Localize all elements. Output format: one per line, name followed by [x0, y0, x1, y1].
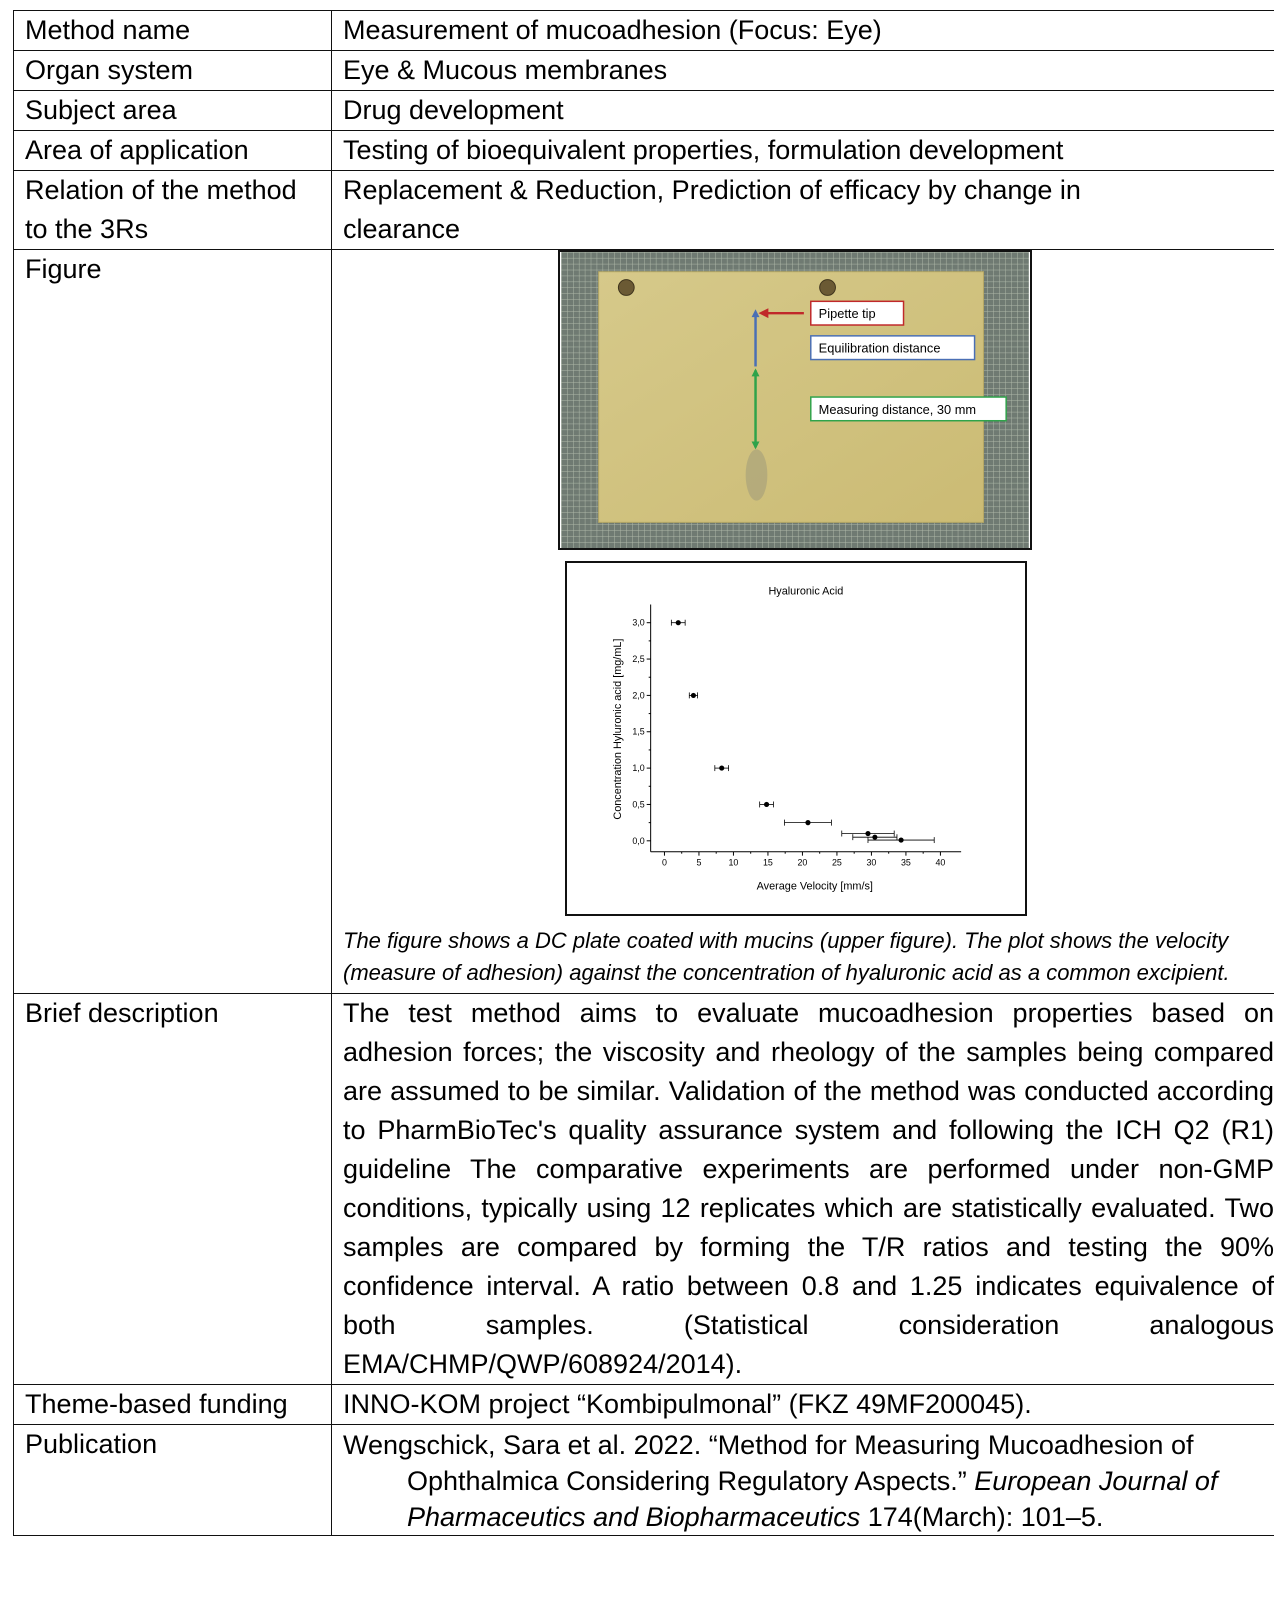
x-tick-label: 40: [935, 858, 945, 868]
data-point: [675, 620, 681, 626]
data-point: [872, 834, 878, 840]
row-label: Publication: [13, 1424, 332, 1536]
y-tick-label: 0,0: [632, 836, 644, 846]
x-tick-label: 30: [866, 858, 876, 868]
row-value: Eye & Mucous membranes: [331, 50, 1274, 91]
method-table: Method name Measurement of mucoadhesion …: [13, 10, 1274, 1536]
row-label: Relation of the method to the 3Rs: [13, 170, 332, 250]
label-pipette-box: [810, 300, 905, 326]
x-tick-label: 0: [662, 858, 667, 868]
plot-axes: 0 5 10 15 20 25 30 35 40 0,0 0,5 1,0 1,5 2,0 2,5 3,0: [632, 604, 962, 868]
x-tick-label: 25: [832, 858, 842, 868]
screw-left: [617, 279, 635, 296]
plot-points: [670, 619, 935, 844]
x-axis-label: Average Velocity [mm/s]: [757, 880, 873, 892]
row-label: Theme-based funding: [13, 1384, 332, 1425]
publication-part2: 174(March): 101–5.: [860, 1502, 1104, 1532]
table-row: Publication Wengschick, Sara et al. 2022…: [13, 1424, 1274, 1536]
row-label: Method name: [13, 10, 332, 51]
data-point: [690, 692, 697, 698]
row-label: Subject area: [13, 90, 332, 131]
y-tick-label: 3,0: [632, 618, 644, 628]
arrow-head-green-top: [751, 368, 760, 377]
row-label: Brief description: [13, 993, 332, 1385]
row-label: Organ system: [13, 50, 332, 91]
row-value: Replacement & Reduction, Prediction of e…: [331, 170, 1274, 250]
x-tick-label: 35: [901, 858, 911, 868]
y-tick-label: 1,0: [632, 763, 644, 773]
hyaluronic-acid-plot: Hyaluronic Acid Average Velocity [mm/s] …: [565, 561, 1027, 916]
table-row: Relation of the method to the 3Rs Replac…: [13, 170, 1274, 250]
publication-journal: European Journal of Pharmaceutics and Bi…: [407, 1466, 1218, 1532]
row-value: Testing of bioequivalent properties, for…: [331, 130, 1274, 171]
data-point: [719, 765, 725, 771]
table-row: Organ system Eye & Mucous membranes: [13, 50, 1274, 91]
data-point: [763, 801, 770, 808]
row-value: Measurement of mucoadhesion (Focus: Eye): [331, 10, 1274, 51]
data-point: [865, 830, 871, 837]
publication-text: Wengschick, Sara et al. 2022. “Method fo…: [343, 1427, 1274, 1535]
row-value: INNO-KOM project “Kombipulmonal” (FKZ 49…: [331, 1384, 1274, 1425]
row-value: The test method aims to evaluate mucoadh…: [331, 993, 1274, 1385]
table-row: Method name Measurement of mucoadhesion …: [13, 10, 1274, 51]
dc-plate-photo: Pipette tip Equilibration distance Measu…: [558, 250, 1032, 550]
data-point: [805, 820, 811, 826]
arrow-head-red: [758, 308, 769, 319]
publication-reference: Wengschick, Sara et al. 2022. “Method fo…: [331, 1424, 1274, 1536]
label-measuring-distance: Measuring distance, 30 mm: [819, 402, 976, 417]
table-row: Subject area Drug development: [13, 90, 1274, 131]
x-tick-label: 20: [798, 858, 808, 868]
y-tick-label: 1,5: [632, 727, 644, 737]
row-label: Figure: [13, 249, 332, 994]
data-point: [898, 837, 904, 843]
screw-right: [819, 279, 836, 296]
arrow-head-blue-top: [751, 309, 760, 318]
sample-trace: [745, 449, 768, 501]
row-label: Area of application: [13, 130, 332, 171]
label-equilibration-box: [810, 335, 976, 361]
arrow-head-green-bottom: [751, 441, 760, 450]
table-row: Theme-based funding INNO-KOM project “Ko…: [13, 1384, 1274, 1425]
row-value: Drug development: [331, 90, 1274, 131]
label-equilibration-distance: Equilibration distance: [819, 341, 941, 356]
x-tick-label: 10: [729, 858, 739, 868]
publication-part1: Wengschick, Sara et al. 2022. “Method fo…: [343, 1430, 1194, 1496]
figure-cell: Pipette tip Equilibration distance Measu…: [331, 249, 1274, 994]
label-measuring-box: [810, 396, 1007, 422]
y-axis-label: Concentration Hyluronic acid [mg/mL]: [612, 639, 624, 820]
table-row: Area of application Testing of bioequiva…: [13, 130, 1274, 171]
table-row-figure: Figure: [13, 249, 1274, 994]
x-tick-label: 15: [763, 858, 773, 868]
y-tick-label: 0,5: [632, 799, 644, 809]
x-tick-label: 5: [696, 858, 701, 868]
figure-caption: The figure shows a DC plate coated with …: [343, 928, 1230, 985]
chart-title: Hyaluronic Acid: [768, 586, 843, 598]
label-pipette-tip: Pipette tip: [819, 306, 876, 321]
table-row: Brief description The test method aims t…: [13, 993, 1274, 1385]
y-tick-label: 2,5: [632, 654, 644, 664]
y-tick-label: 2,0: [632, 690, 644, 700]
